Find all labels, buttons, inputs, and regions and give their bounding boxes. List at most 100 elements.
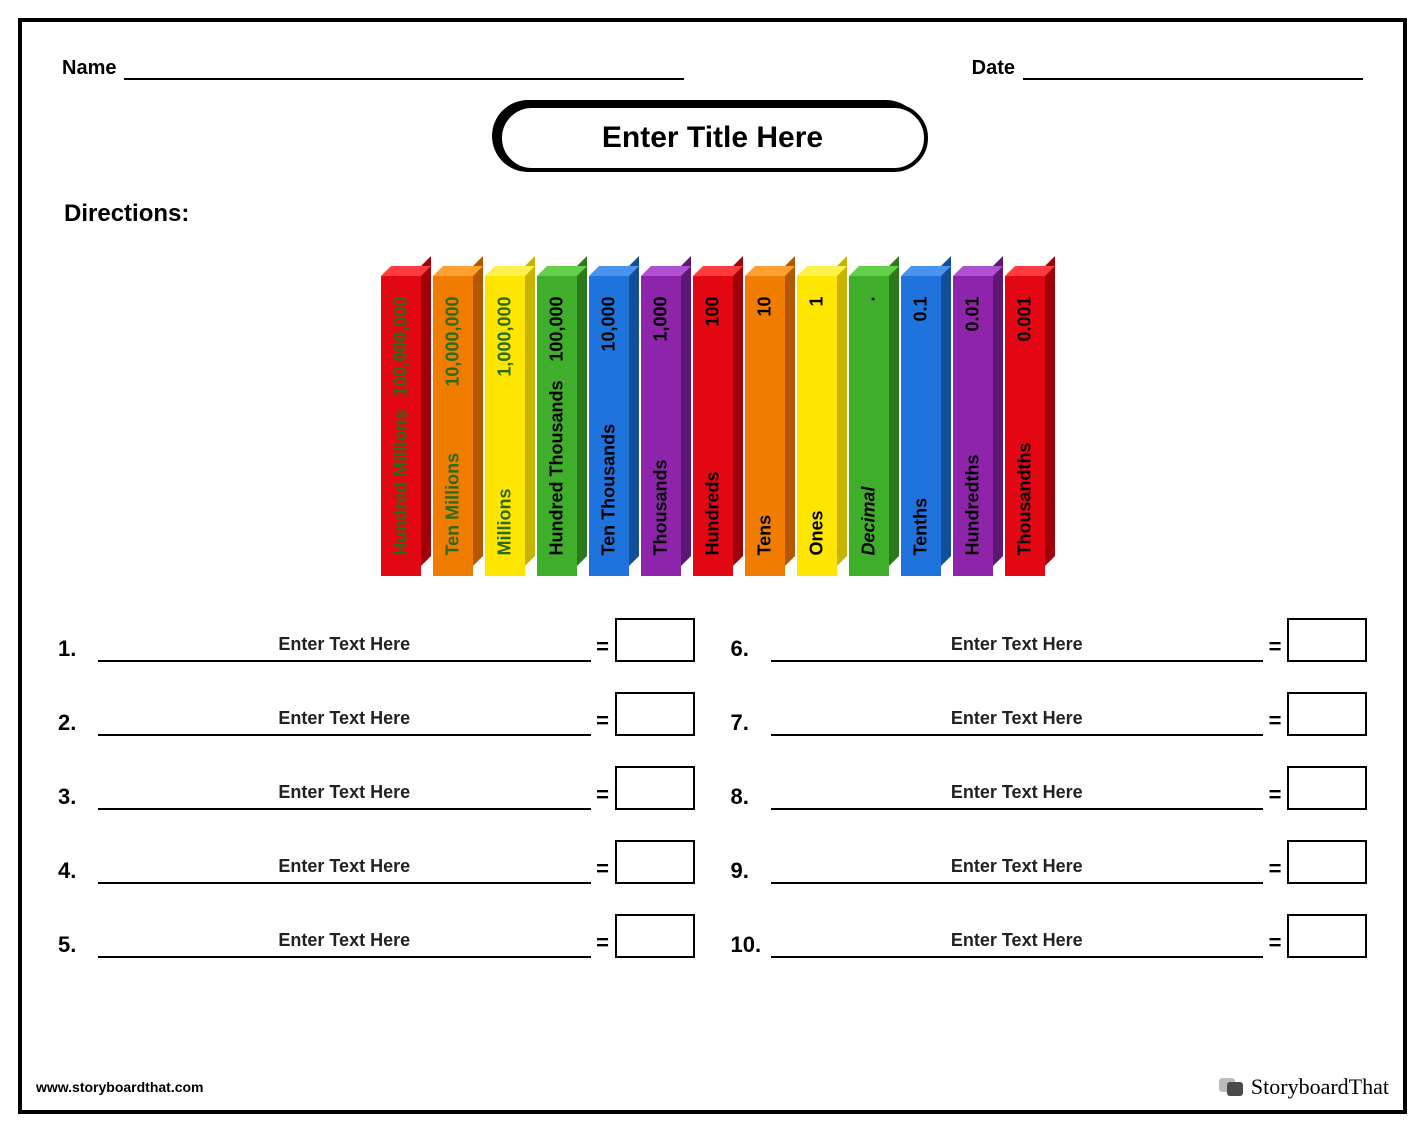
bar-value: 10,000 bbox=[598, 297, 619, 352]
bar-value: 1,000 bbox=[650, 297, 671, 342]
answer-box[interactable] bbox=[1287, 914, 1367, 958]
bar-value: 1 bbox=[806, 297, 827, 307]
title-text: Enter Title Here bbox=[602, 121, 823, 155]
answer-box[interactable] bbox=[615, 766, 695, 810]
date-input-line[interactable] bbox=[1023, 58, 1363, 80]
question-row: 2.Enter Text Here= bbox=[58, 686, 695, 736]
place-value-bar: Hundred Thousands 100,000 bbox=[537, 276, 577, 576]
bar-front-face: Ten Thousands 10,000 bbox=[589, 276, 629, 576]
bar-value: 0.1 bbox=[910, 297, 931, 322]
bar-label: Hundred Millions bbox=[390, 410, 411, 556]
question-row: 8.Enter Text Here= bbox=[731, 760, 1368, 810]
question-number: 3. bbox=[58, 784, 98, 810]
question-placeholder: Enter Text Here bbox=[951, 856, 1083, 877]
question-text-input[interactable]: Enter Text Here bbox=[98, 780, 591, 810]
question-text-input[interactable]: Enter Text Here bbox=[771, 928, 1264, 958]
question-placeholder: Enter Text Here bbox=[278, 930, 410, 951]
questions-col-left: 1.Enter Text Here=2.Enter Text Here=3.En… bbox=[58, 612, 695, 958]
bar-label: Hundredths bbox=[962, 455, 983, 556]
question-row: 1. Enter Text Here = bbox=[58, 612, 695, 662]
questions-col-right: 6.Enter Text Here=7.Enter Text Here=8.En… bbox=[731, 612, 1368, 958]
name-input-line[interactable] bbox=[124, 58, 684, 80]
question-row: 9. Enter Text Here = bbox=[731, 834, 1368, 884]
title-container: Enter Title Here bbox=[498, 100, 928, 172]
date-label: Date bbox=[972, 57, 1015, 80]
footer-url: www.storyboardthat.com bbox=[36, 1079, 204, 1095]
question-number: 7. bbox=[731, 710, 771, 736]
question-row: 10.Enter Text Here= bbox=[731, 908, 1368, 958]
bar-front-face: Tenths0.1 bbox=[901, 276, 941, 576]
footer: www.storyboardthat.com StoryboardThat bbox=[36, 1074, 1389, 1100]
date-group: Date bbox=[972, 57, 1363, 80]
bar-side-face bbox=[941, 256, 951, 566]
answer-box[interactable] bbox=[615, 914, 695, 958]
bar-value: 100,000,000 bbox=[390, 297, 411, 397]
question-number: 5. bbox=[58, 932, 98, 958]
bar-side-face bbox=[421, 256, 431, 566]
bar-label: Hundred Thousands bbox=[546, 381, 567, 556]
brand: StoryboardThat bbox=[1219, 1074, 1389, 1100]
bar-side-face bbox=[525, 256, 535, 566]
bar-value: 100 bbox=[702, 297, 723, 327]
question-placeholder: Enter Text Here bbox=[278, 708, 410, 729]
answer-box[interactable] bbox=[1287, 692, 1367, 736]
bar-value: 1,000,000 bbox=[494, 297, 515, 377]
place-value-bar: Ten Thousands 10,000 bbox=[589, 276, 629, 576]
place-value-bar: Ten Millions10,000,000 bbox=[433, 276, 473, 576]
bar-value: . bbox=[858, 297, 879, 302]
question-text-input[interactable]: Enter Text Here bbox=[771, 632, 1264, 662]
title-input[interactable]: Enter Title Here bbox=[498, 104, 928, 172]
bar-front-face: Thousandths0.001 bbox=[1005, 276, 1045, 576]
question-row: 3.Enter Text Here= bbox=[58, 760, 695, 810]
bar-front-face: Hundreds100 bbox=[693, 276, 733, 576]
bar-side-face bbox=[681, 256, 691, 566]
bar-label: Ten Millions bbox=[442, 453, 463, 556]
bar-side-face bbox=[1045, 256, 1055, 566]
worksheet-frame: Name Date Enter Title Here Directions: H… bbox=[18, 18, 1407, 1114]
brand-icon bbox=[1219, 1076, 1245, 1098]
answer-box[interactable] bbox=[615, 692, 695, 736]
bar-side-face bbox=[785, 256, 795, 566]
question-number: 9. bbox=[731, 858, 771, 884]
answer-box[interactable] bbox=[615, 618, 695, 662]
answer-box[interactable] bbox=[1287, 840, 1367, 884]
equals-sign: = bbox=[1263, 782, 1287, 810]
question-text-input[interactable]: Enter Text Here bbox=[98, 928, 591, 958]
bar-label: Ten Thousands bbox=[598, 424, 619, 556]
question-number: 1. bbox=[58, 636, 98, 662]
bar-value: 100,000 bbox=[546, 297, 567, 362]
answer-box[interactable] bbox=[615, 840, 695, 884]
question-number: 2. bbox=[58, 710, 98, 736]
directions-label: Directions: bbox=[64, 200, 189, 228]
equals-sign: = bbox=[591, 634, 615, 662]
question-row: 7. Enter Text Here = bbox=[731, 686, 1368, 736]
question-placeholder: Enter Text Here bbox=[278, 634, 410, 655]
bar-label: Thousands bbox=[650, 459, 671, 555]
question-text-input[interactable]: Enter Text Here bbox=[771, 706, 1264, 736]
question-number: 4. bbox=[58, 858, 98, 884]
question-placeholder: Enter Text Here bbox=[951, 708, 1083, 729]
bar-side-face bbox=[993, 256, 1003, 566]
header-row: Name Date bbox=[62, 40, 1363, 80]
bar-value: 10 bbox=[754, 297, 775, 317]
question-number: 10. bbox=[731, 932, 771, 958]
equals-sign: = bbox=[1263, 856, 1287, 884]
answer-box[interactable] bbox=[1287, 766, 1367, 810]
answer-box[interactable] bbox=[1287, 618, 1367, 662]
question-text-input[interactable]: Enter Text Here bbox=[98, 854, 591, 884]
question-placeholder: Enter Text Here bbox=[951, 634, 1083, 655]
question-row: 5.Enter Text Here= bbox=[58, 908, 695, 958]
place-value-bar: Tenths0.1 bbox=[901, 276, 941, 576]
bar-side-face bbox=[733, 256, 743, 566]
bar-front-face: Tens10 bbox=[745, 276, 785, 576]
bar-label: Millions bbox=[494, 489, 515, 556]
bar-side-face bbox=[837, 256, 847, 566]
equals-sign: = bbox=[1263, 708, 1287, 736]
bar-front-face: Hundredths0.01 bbox=[953, 276, 993, 576]
question-text-input[interactable]: Enter Text Here bbox=[771, 854, 1264, 884]
bar-label: Decimal bbox=[858, 486, 879, 555]
bar-front-face: Hundred Millions 100,000,000 bbox=[381, 276, 421, 576]
question-text-input[interactable]: Enter Text Here bbox=[98, 706, 591, 736]
question-text-input[interactable]: Enter Text Here bbox=[98, 632, 591, 662]
question-text-input[interactable]: Enter Text Here bbox=[771, 780, 1264, 810]
